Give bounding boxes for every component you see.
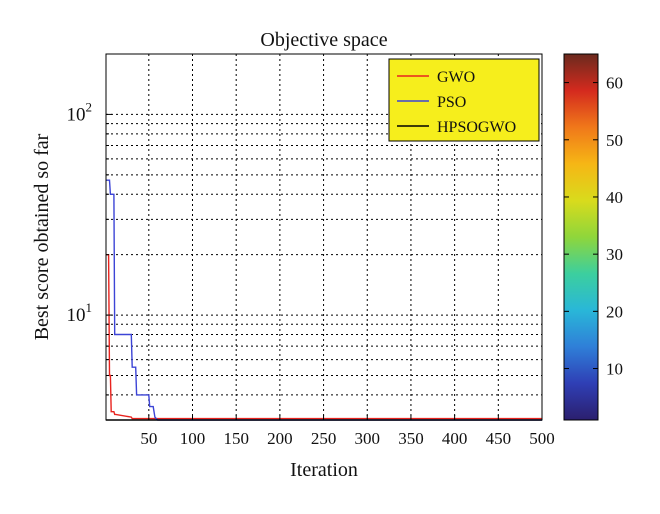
- x-axis-label: Iteration: [290, 459, 358, 481]
- colorbar-tick-label: 30: [606, 245, 623, 264]
- colorbar-tick-label: 10: [606, 360, 623, 379]
- x-tick-label: 450: [486, 429, 512, 448]
- x-tick-label: 250: [311, 429, 337, 448]
- x-tick-label: 500: [529, 429, 555, 448]
- x-tick-label: 200: [267, 429, 293, 448]
- series-line-pso: [106, 179, 542, 421]
- legend-label-gwo: GWO: [437, 69, 475, 86]
- colorbar-tick-label: 60: [606, 74, 623, 93]
- legend-label-hpsogwo: HPSOGWO: [437, 119, 516, 136]
- legend-label-pso: PSO: [437, 94, 466, 111]
- colorbar-gradient: [563, 53, 599, 421]
- colorbar: 10 20 30 40 50 60: [563, 53, 623, 421]
- x-tick-label: 50: [140, 429, 157, 448]
- chart-title: Objective space: [260, 29, 387, 51]
- y-tick-label: 101: [67, 300, 93, 326]
- tick-layer: 50 100 150 200 250 300 350 400 450 500 101 102: [67, 53, 555, 448]
- y-tick-label: 102: [67, 99, 93, 125]
- x-tick-label: 150: [223, 429, 249, 448]
- legend: GWO PSO HPSOGWO: [388, 58, 540, 142]
- colorbar-tick-label: 40: [606, 188, 623, 207]
- series-line-gwo: [106, 253, 542, 420]
- colorbar-tick-label: 50: [606, 131, 623, 150]
- legend-box: [388, 58, 540, 142]
- x-tick-label: 400: [442, 429, 468, 448]
- y-axis-label: Best score obtained so far: [31, 133, 53, 340]
- x-tick-label: 100: [180, 429, 206, 448]
- colorbar-tick-label: 20: [606, 302, 623, 321]
- x-tick-label: 350: [398, 429, 424, 448]
- x-tick-label: 300: [355, 429, 381, 448]
